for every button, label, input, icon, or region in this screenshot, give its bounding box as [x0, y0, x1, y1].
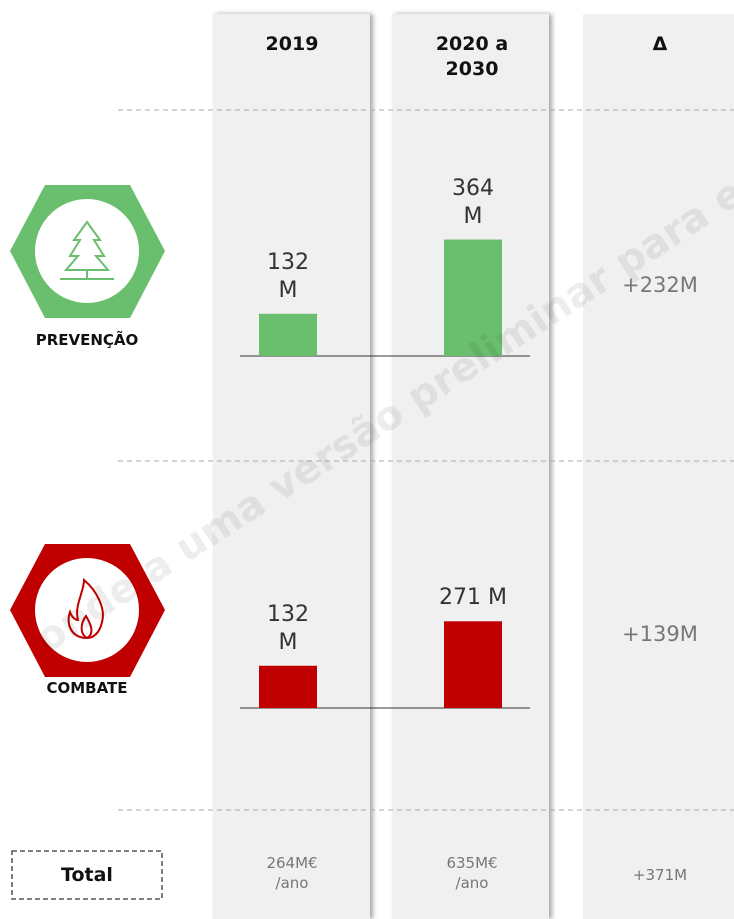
row-label: COMBATE — [46, 679, 128, 697]
total-value: 635M€ /ano — [446, 854, 498, 892]
combate-icon — [10, 544, 165, 677]
prevencao-icon — [10, 185, 165, 318]
column-bg — [583, 14, 734, 919]
delta: +139M — [622, 622, 698, 646]
delta: +232M — [622, 273, 698, 297]
value-label: 132 M — [267, 249, 309, 304]
total-label: Total — [61, 864, 113, 886]
column-bg — [213, 14, 370, 919]
value-label: 132 M — [267, 601, 309, 656]
value-label: 271 M — [439, 585, 507, 611]
bar — [444, 621, 502, 708]
column-header: 2020 a 2030 — [435, 33, 509, 80]
value-label: 364 M — [452, 175, 494, 230]
column-header: Δ — [652, 33, 668, 55]
row-label: PREVENÇÃO — [35, 331, 139, 349]
bar — [444, 239, 502, 356]
total-box — [11, 850, 163, 900]
total-delta: +371M — [632, 866, 688, 884]
column-bg — [392, 14, 549, 919]
total-value: 264M€ /ano — [266, 854, 318, 892]
bar — [259, 665, 317, 708]
bar — [259, 313, 317, 356]
column-header: 2019 — [265, 33, 319, 55]
